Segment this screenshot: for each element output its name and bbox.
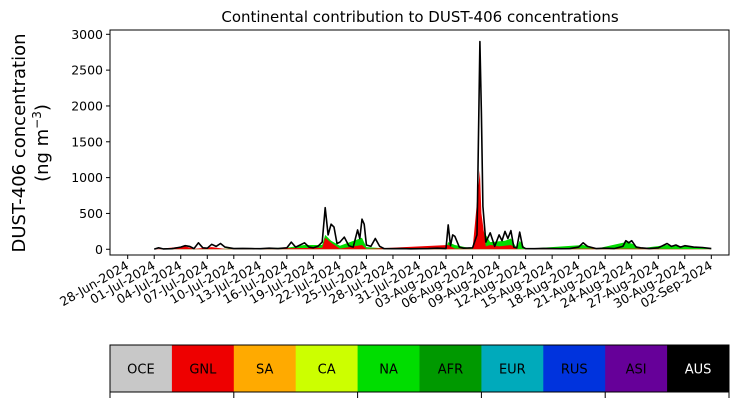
y-axis-unit-base: (ng m <box>32 129 53 182</box>
legend-label-gnl: GNL <box>189 363 217 378</box>
legend-swatch-na <box>357 345 420 392</box>
legend-label-asi: ASI <box>626 363 647 378</box>
legend-label-ca: CA <box>318 363 336 378</box>
y-tick-label-500: 500 <box>79 206 103 221</box>
y-tick-label-2000: 2000 <box>71 98 103 113</box>
y-axis-unit-label: (ng m−3) <box>30 104 53 182</box>
legend-label-rus: RUS <box>561 363 588 378</box>
legend-swatch-eur <box>481 345 544 392</box>
legend-frame <box>109 344 730 393</box>
legend-label-na: NA <box>379 363 398 378</box>
plot-area <box>153 40 712 250</box>
y-tick-label-1000: 1000 <box>71 170 103 185</box>
legend-swatch-gnl <box>171 345 235 392</box>
legend-label-sa: SA <box>256 363 273 378</box>
legend-swatch-ca <box>295 345 358 392</box>
legend-swatch-aus <box>667 345 730 392</box>
continent-colorbar: OCE GNL SA CA NA AFR EUR RUS ASI AUS <box>109 344 730 398</box>
y-tick-label-0: 0 <box>95 242 103 257</box>
x-axis: 28-Jun-202401-Jul-202404-Jul-202407-Jul-… <box>57 255 715 311</box>
legend-label-eur: EUR <box>499 363 526 378</box>
legend-swatch-sa <box>233 345 297 392</box>
legend-swatch-rus <box>543 345 606 392</box>
area-series-gnl <box>154 170 712 250</box>
plot-frame <box>109 29 730 256</box>
y-tick-label-2500: 2500 <box>71 63 103 78</box>
legend-label-oce: OCE <box>127 363 155 378</box>
y-tick-label-1500: 1500 <box>71 134 103 149</box>
y-tick-label-3000: 3000 <box>71 27 103 42</box>
legend-label-afr: AFR <box>438 363 463 378</box>
chart-title: Continental contribution to DUST-406 con… <box>221 8 618 26</box>
line-series-total <box>153 40 712 250</box>
y-axis-unit-close: ) <box>32 104 53 111</box>
legend-swatch-asi <box>605 345 668 392</box>
y-axis-label-line1: DUST-406 concentration <box>9 33 30 252</box>
legend-label-aus: AUS <box>685 363 712 378</box>
y-axis-unit-exp: −3 <box>30 111 44 129</box>
legend-swatch-afr <box>419 345 482 392</box>
y-axis-label: DUST-406 concentration <box>9 33 30 252</box>
y-axis: 0 500 1000 1500 2000 2500 3000 <box>71 27 110 257</box>
legend-swatch-oce <box>110 345 173 392</box>
